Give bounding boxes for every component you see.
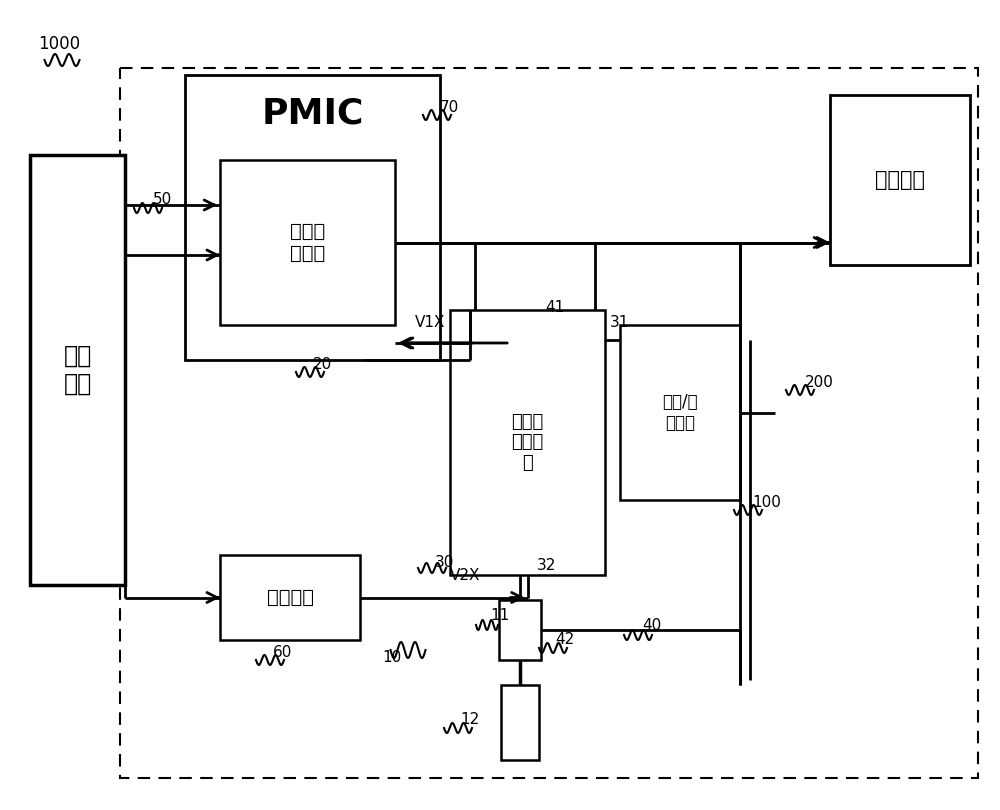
Text: 30: 30 bbox=[435, 555, 454, 570]
Text: 31: 31 bbox=[610, 315, 629, 330]
Text: 充电
接口: 充电 接口 bbox=[63, 344, 92, 396]
Text: 60: 60 bbox=[273, 645, 292, 660]
Text: V2X: V2X bbox=[450, 568, 480, 583]
Text: 双向电
压转换
器: 双向电 压转换 器 bbox=[511, 413, 544, 472]
Text: 快充电路: 快充电路 bbox=[266, 588, 314, 607]
Text: 41: 41 bbox=[545, 300, 564, 315]
Text: 100: 100 bbox=[752, 495, 781, 510]
Bar bbox=[450, 310, 605, 575]
Text: 20: 20 bbox=[313, 357, 332, 372]
Bar bbox=[501, 685, 539, 760]
Bar bbox=[499, 600, 541, 660]
Bar bbox=[120, 68, 978, 778]
Text: 11: 11 bbox=[490, 608, 509, 623]
Bar bbox=[830, 95, 970, 265]
Text: 42: 42 bbox=[555, 632, 574, 647]
Text: 用电元件: 用电元件 bbox=[875, 170, 925, 190]
Bar bbox=[220, 555, 360, 640]
Text: 200: 200 bbox=[805, 375, 834, 390]
Text: 12: 12 bbox=[460, 712, 479, 727]
Text: 10: 10 bbox=[382, 650, 401, 665]
Text: 限流/开
关电路: 限流/开 关电路 bbox=[662, 393, 698, 432]
Bar bbox=[220, 160, 395, 325]
Text: 50: 50 bbox=[153, 192, 172, 207]
Bar bbox=[185, 75, 440, 360]
Text: V1X: V1X bbox=[415, 315, 446, 330]
Text: 降压充
电芯片: 降压充 电芯片 bbox=[290, 222, 325, 263]
Text: 1000: 1000 bbox=[38, 35, 80, 53]
Bar bbox=[30, 155, 125, 585]
Text: PMIC: PMIC bbox=[261, 96, 364, 130]
Text: 32: 32 bbox=[537, 558, 556, 573]
Text: 70: 70 bbox=[440, 100, 459, 115]
Bar bbox=[620, 325, 740, 500]
Text: 40: 40 bbox=[642, 618, 661, 633]
